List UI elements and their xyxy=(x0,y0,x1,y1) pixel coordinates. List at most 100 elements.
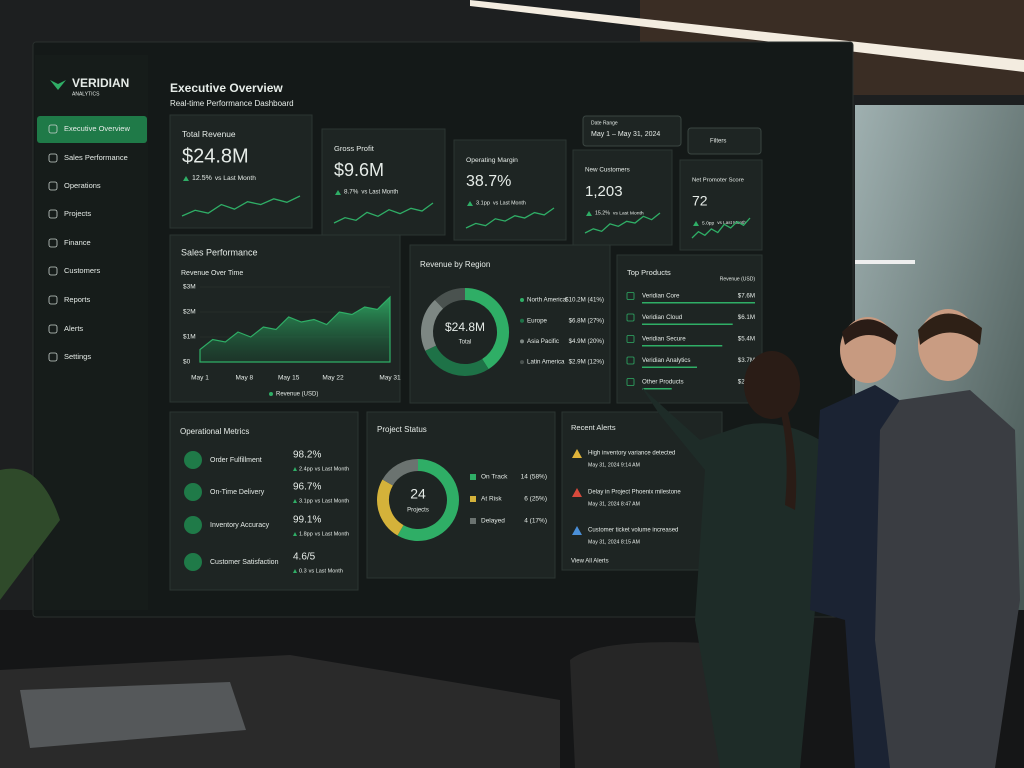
legend-dot xyxy=(520,339,524,344)
region-name: Asia Pacific xyxy=(527,338,559,345)
up-arrow xyxy=(467,201,473,206)
kpi-value: $24.8M xyxy=(182,145,249,167)
kpi-value: 1,203 xyxy=(585,183,623,200)
donut-segment xyxy=(425,345,489,376)
sparkline xyxy=(465,207,555,229)
kpi-change: 5.0pp xyxy=(702,220,715,226)
donut-center-value: 24 xyxy=(410,486,426,502)
kpi-note: vs Last Month xyxy=(361,190,398,196)
alert-icon xyxy=(572,488,582,497)
status-name: On Track xyxy=(481,474,508,481)
legend-dot xyxy=(520,298,524,302)
kpi-change: 3.1pp xyxy=(476,200,490,206)
status-value: 14 (58%) xyxy=(521,474,547,481)
region-value: $2.9M (12%) xyxy=(569,359,604,366)
metric-change: 3.1pp xyxy=(299,498,313,504)
donut-segment xyxy=(377,479,404,536)
donut-segment xyxy=(464,288,509,370)
donut-center-label: Projects xyxy=(407,508,429,514)
products-card xyxy=(616,254,763,404)
metric-value: 98.2% xyxy=(293,450,321,461)
kpi-card xyxy=(453,139,567,241)
page-subtitle: Real-time Performance Dashboard xyxy=(170,99,294,108)
brand: VERIDIAN xyxy=(72,76,129,90)
chart-subtitle: Revenue Over Time xyxy=(181,270,243,277)
region-name: North America xyxy=(527,297,567,304)
kpi-label: New Customers xyxy=(585,167,630,174)
card-title: Operational Metrics xyxy=(180,427,249,436)
product-icon xyxy=(626,313,635,322)
nav-icon xyxy=(48,181,58,191)
view-all-link[interactable]: View All Alerts xyxy=(571,559,609,565)
kpi-card xyxy=(169,114,313,229)
metric-label: Order Fulfillment xyxy=(210,457,262,464)
date-label: Date Range xyxy=(591,120,618,126)
kpi-change: 15.2% xyxy=(595,210,610,216)
alert-time: May 31, 2024 8:47 AM xyxy=(588,501,640,507)
metric-value: 4.6/5 xyxy=(293,552,316,563)
region-value: $10.2M (41%) xyxy=(565,297,604,304)
kpi-note: vs Last Month xyxy=(493,200,526,206)
legend-dot xyxy=(520,360,524,365)
kpi-card xyxy=(572,149,673,246)
ops-card xyxy=(169,411,359,591)
card-title: Top Products xyxy=(627,268,671,277)
x-tick-label: May 31 xyxy=(379,375,401,382)
up-arrow xyxy=(335,190,341,195)
person-woman xyxy=(640,351,820,768)
kpi-change: 8.7% xyxy=(344,189,359,196)
nav-active xyxy=(37,116,147,143)
sparkline xyxy=(584,212,661,234)
metric-label: On-Time Delivery xyxy=(210,489,265,496)
kpi-label: Net Promoter Score xyxy=(692,178,744,184)
donut-segment xyxy=(382,459,419,486)
alert-icon xyxy=(572,449,582,458)
nav-item: Reports xyxy=(64,295,91,304)
product-name: Veridian Cloud xyxy=(642,314,683,321)
metric-label: Customer Satisfaction xyxy=(210,559,279,566)
metric-change: 2.4pp xyxy=(299,466,313,472)
nav-icon xyxy=(48,209,58,219)
date-value: May 1 – May 31, 2024 xyxy=(591,131,660,138)
status-value: 4 (17%) xyxy=(524,518,547,525)
sparkline xyxy=(181,195,301,217)
nav-icon xyxy=(48,295,58,305)
donut-segment xyxy=(421,299,444,351)
alert-text: Customer ticket volume increased xyxy=(588,528,678,534)
laptop xyxy=(20,682,246,748)
kpi-label: Operating Margin xyxy=(466,157,518,164)
nav-icon xyxy=(48,238,58,248)
alert-text: Delay in Project Phoenix milestone xyxy=(588,490,681,496)
metric-note: vs Last Month xyxy=(315,466,349,472)
metric-value: 96.7% xyxy=(293,482,321,493)
legend-swatch xyxy=(470,496,476,502)
tagline: ANALYTICS xyxy=(72,91,100,97)
product-bar xyxy=(642,323,733,325)
alert-icon xyxy=(572,526,582,535)
up-arrow xyxy=(586,211,592,216)
legend-dot xyxy=(520,318,524,323)
nav-icon xyxy=(48,352,58,362)
kpi-value: 38.7% xyxy=(466,173,511,190)
alert-text: High inventory variance detected xyxy=(588,451,675,457)
up-arrow xyxy=(293,532,297,536)
nav-icon xyxy=(48,266,58,276)
nav-icon xyxy=(48,153,58,163)
metric-note: vs Last Month xyxy=(309,568,343,574)
metric-icon xyxy=(184,516,202,534)
filters-button[interactable] xyxy=(687,127,762,155)
card-title: Sales Performance xyxy=(181,247,258,257)
nav-icon xyxy=(48,124,58,134)
metric-icon xyxy=(184,483,202,501)
date-picker[interactable] xyxy=(582,115,682,147)
nav-item: Finance xyxy=(64,238,91,247)
legend-dot xyxy=(269,392,273,396)
filters-label: Filters xyxy=(710,139,726,145)
product-name: Veridian Analytics xyxy=(642,357,691,364)
kpi-card xyxy=(321,128,446,236)
region-value: $6.8M (27%) xyxy=(569,317,604,324)
table xyxy=(0,655,560,768)
page-title: Executive Overview xyxy=(170,81,283,95)
product-icon xyxy=(626,292,635,300)
